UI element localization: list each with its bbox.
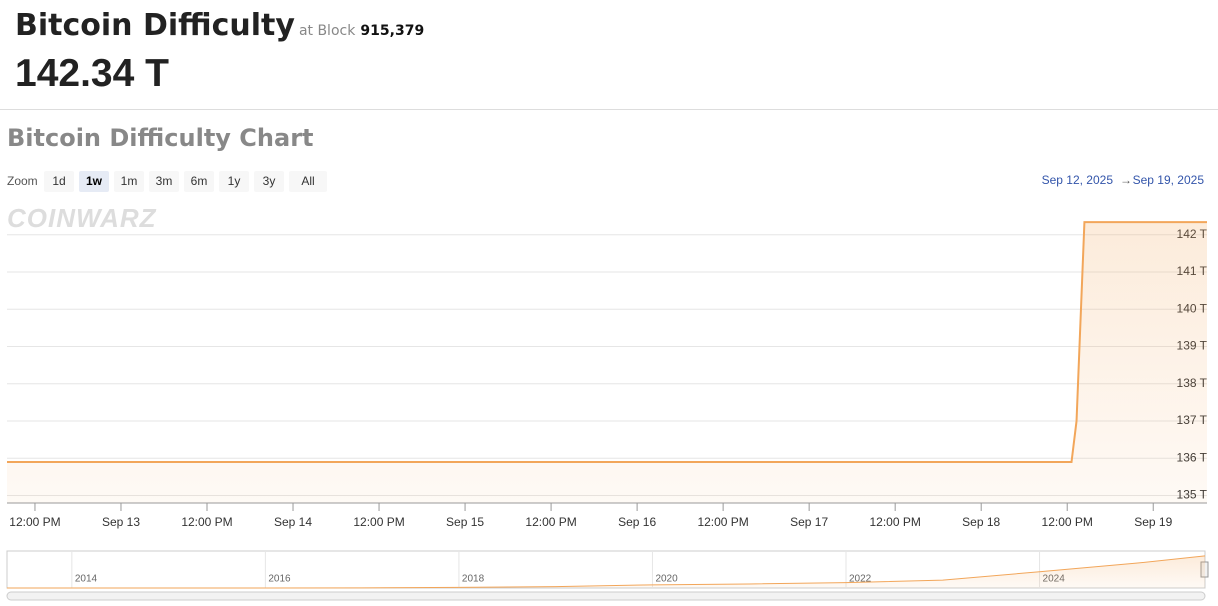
x-tick-label: Sep 17: [790, 515, 828, 529]
x-tick-label: Sep 16: [618, 515, 656, 529]
zoom-button-label[interactable]: 1y: [228, 174, 241, 188]
x-tick-label: Sep 15: [446, 515, 484, 529]
watermark: CoinWarz: [7, 203, 157, 233]
x-tick-label: 2018: [462, 574, 485, 585]
zoom-button[interactable]: [289, 171, 327, 192]
zoom-button[interactable]: [149, 171, 179, 192]
x-tick-label: 12:00 PM: [353, 515, 404, 529]
zoom-button[interactable]: [254, 171, 284, 192]
scrollbar[interactable]: [6, 591, 1206, 601]
zoom-label: Zoom: [7, 174, 38, 188]
x-tick-label: 12:00 PM: [9, 515, 60, 529]
block-number: 915,379: [360, 23, 425, 39]
x-tick-label: 2020: [655, 574, 678, 585]
data-line: [7, 221, 1207, 464]
x-tick-label: Sep 19: [1134, 515, 1172, 529]
x-tick-label: Sep 14: [274, 515, 312, 529]
zoom-button[interactable]: [184, 171, 214, 192]
zoom-button-label[interactable]: 3m: [156, 174, 173, 188]
area-fill: [7, 555, 1205, 588]
zoom-button-label[interactable]: 1w: [86, 174, 103, 188]
x-tick-label: 12:00 PM: [1042, 515, 1093, 529]
zoom-button[interactable]: [44, 171, 74, 192]
x-tick-label: Sep 18: [962, 515, 1000, 529]
block-prefix: at Block: [298, 23, 356, 39]
zoom-button-label[interactable]: 3y: [263, 174, 276, 188]
range-arrow: →: [1120, 173, 1132, 187]
data-line: [6, 555, 1206, 589]
x-tick-label: 12:00 PM: [181, 515, 232, 529]
zoom-button-label[interactable]: 1d: [52, 174, 65, 188]
x-tick-label: 12:00 PM: [869, 515, 920, 529]
separator: [0, 109, 1218, 110]
x-tick-label: 12:00 PM: [525, 515, 576, 529]
x-tick-label: 2016: [268, 574, 291, 585]
zoom-button[interactable]: [79, 171, 109, 192]
zoom-button-label[interactable]: 6m: [191, 174, 208, 188]
zoom-button[interactable]: [219, 171, 249, 192]
zoom-button-label[interactable]: All: [301, 174, 314, 188]
area-fill: [7, 222, 1207, 503]
chart-title: Bitcoin Difficulty Chart: [7, 124, 314, 152]
title: Bitcoin Difficulty: [15, 8, 295, 43]
zoom-button[interactable]: [114, 171, 144, 192]
zoom-button-label[interactable]: 1m: [121, 174, 138, 188]
x-tick-label: Sep 13: [102, 515, 140, 529]
header: Bitcoin Difficulty at Block 915,379: [15, 8, 424, 43]
plot-background: [7, 205, 1207, 503]
difficulty-value: 142.34 T: [15, 52, 169, 95]
x-tick-label: 12:00 PM: [697, 515, 748, 529]
range-from: Sep 12, 2025: [1042, 173, 1114, 187]
x-tick-label: 2014: [75, 574, 98, 585]
x-tick-label: 2022: [849, 574, 872, 585]
range-to: Sep 19, 2025: [1133, 173, 1205, 187]
